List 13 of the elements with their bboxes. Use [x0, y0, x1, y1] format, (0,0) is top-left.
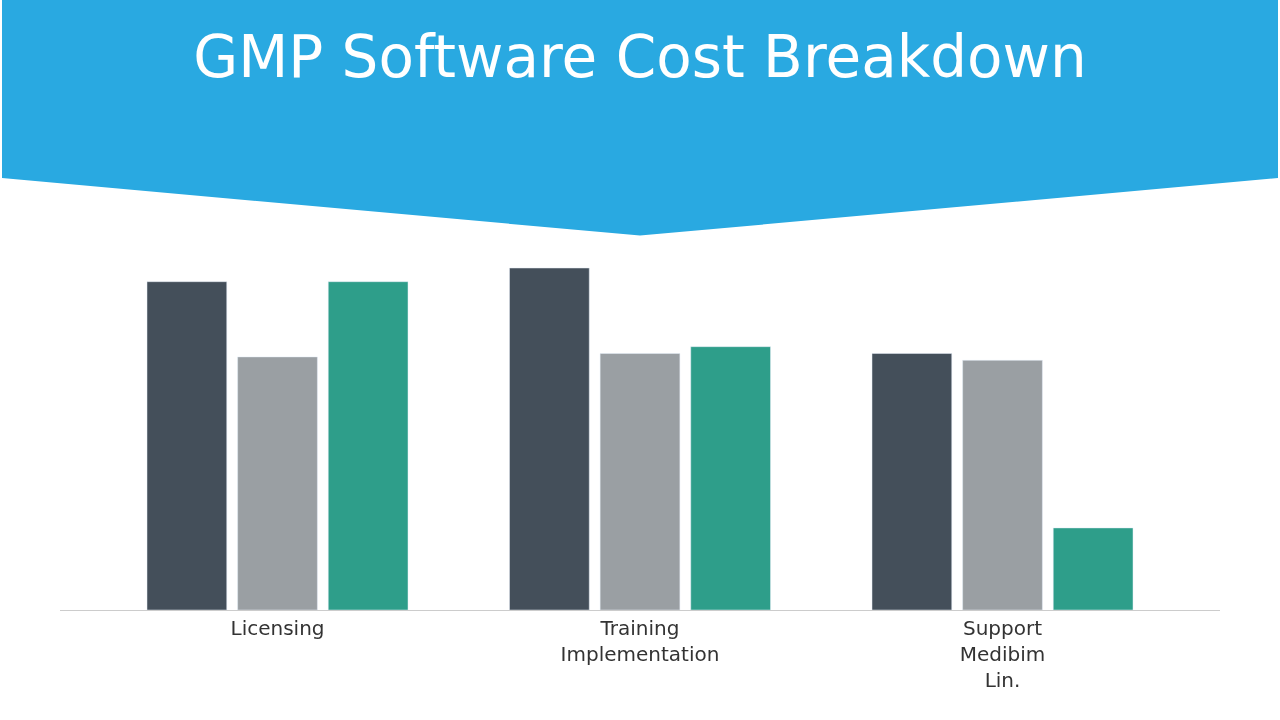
x-tick-label: Support Medibim Lin.	[959, 616, 1046, 692]
bar	[328, 281, 409, 610]
bar	[871, 353, 952, 610]
x-tick-label: Licensing	[230, 616, 325, 640]
bar	[1053, 527, 1134, 610]
chart-title: GMP Software Cost Breakdown	[193, 22, 1087, 91]
bar	[599, 353, 681, 610]
x-tick-label: Training Implementation	[560, 616, 720, 666]
bar	[962, 360, 1043, 610]
bar	[690, 346, 771, 610]
bar	[237, 356, 318, 610]
bar	[146, 281, 227, 610]
bar	[509, 267, 590, 610]
